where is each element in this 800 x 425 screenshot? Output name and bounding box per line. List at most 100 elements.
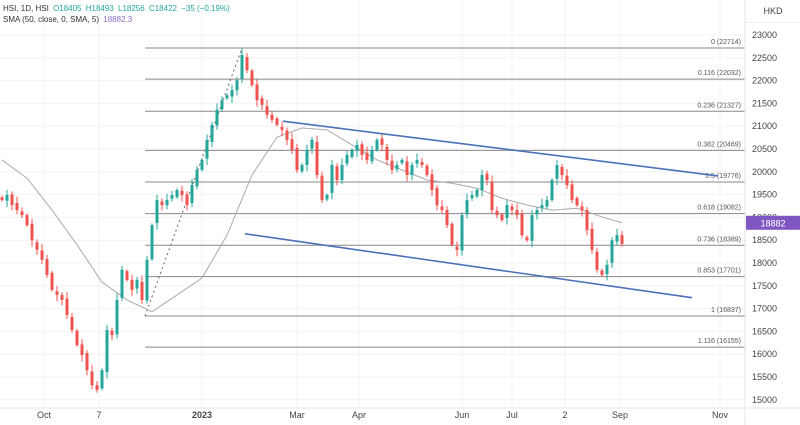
candle-down <box>320 175 324 201</box>
candle-up <box>105 330 109 373</box>
price-tick-label: 15000 <box>752 395 777 405</box>
candle-down <box>365 152 369 160</box>
price-tick-label: 16500 <box>752 326 777 336</box>
candle-up <box>350 149 354 157</box>
candle-down <box>40 250 44 260</box>
symbol-info: HSI, 1D, HSI <box>3 4 49 13</box>
time-tick-label: Oct <box>37 410 52 420</box>
candle-down <box>160 201 164 206</box>
currency-label[interactable]: HKD <box>745 0 800 23</box>
candle-down <box>590 228 594 250</box>
candle-up <box>555 164 559 179</box>
candle-down <box>10 194 14 206</box>
candle-up <box>135 279 139 289</box>
candle-down <box>30 223 34 241</box>
candle-up <box>225 95 229 99</box>
fib-level-label: 0.116 (22032) <box>698 70 741 77</box>
candle-down <box>270 114 274 120</box>
candle-up <box>345 154 349 164</box>
candle-down <box>20 211 24 216</box>
candle-down <box>255 84 259 101</box>
time-axis[interactable]: Oct 7 2023 Mar Apr Jun Jul 2 Sep Nov <box>37 410 729 420</box>
candle-up <box>475 190 479 197</box>
candle-up <box>220 100 224 110</box>
trend-lines <box>244 120 719 299</box>
candle-up <box>155 200 159 224</box>
candle-up <box>530 215 534 241</box>
candle-down <box>50 272 54 290</box>
open-value: O18405 <box>53 4 82 13</box>
candle-up <box>240 55 244 79</box>
candle-up <box>325 195 329 200</box>
candle-up <box>545 200 549 207</box>
candle-up <box>505 205 509 219</box>
candle-down <box>575 198 579 206</box>
candle-down <box>0 197 4 201</box>
candle-down <box>280 126 284 130</box>
high-value: H18493 <box>85 4 114 13</box>
candle-up <box>340 164 344 181</box>
candle-down <box>15 203 19 211</box>
candle-down <box>520 213 524 236</box>
candle-down <box>185 194 189 206</box>
candle-down <box>265 106 269 115</box>
candle-down <box>260 98 264 105</box>
candles <box>0 48 624 393</box>
candle-down <box>55 291 59 295</box>
candle-down <box>315 141 319 175</box>
candle-up <box>465 200 469 215</box>
candle-down <box>620 235 624 244</box>
grid <box>0 0 745 408</box>
candle-up <box>370 149 374 162</box>
time-tick-label: Jul <box>506 410 518 420</box>
candle-down <box>35 242 39 250</box>
candle-down <box>295 147 299 170</box>
candle-down <box>490 182 494 211</box>
candle-down <box>515 210 519 216</box>
candle-down <box>140 281 144 300</box>
candle-down <box>455 246 459 250</box>
candle-down <box>85 353 89 371</box>
price-tag: 18882 <box>746 215 800 230</box>
candle-up <box>470 195 474 199</box>
candle-down <box>600 270 604 275</box>
candle-up <box>215 109 219 126</box>
candle-down <box>580 206 584 211</box>
candle-down <box>500 214 504 221</box>
candle-down <box>45 259 49 275</box>
candle-up <box>235 80 239 91</box>
price-tick-label: 22000 <box>752 76 777 86</box>
sma-line <box>1 127 623 313</box>
sma-legend[interactable]: SMA (50, close, 0, SMA, 5) 18882.3 <box>3 14 230 25</box>
fib-level-label: 0.236 (21327) <box>697 102 741 109</box>
fib-level-label: 0.736 (18389) <box>697 236 741 243</box>
candle-up <box>355 144 359 151</box>
price-tick-label: 17500 <box>752 281 777 291</box>
candle-down <box>65 298 69 315</box>
candle-down <box>180 190 184 196</box>
candle-up <box>170 195 174 199</box>
candle-down <box>585 210 589 231</box>
channel-upper-line <box>282 120 719 177</box>
sma-value: 18882.3 <box>103 15 133 24</box>
last-price-tag <box>746 215 800 230</box>
candle-down <box>595 251 599 270</box>
candle-up <box>540 205 544 209</box>
candle-down <box>130 279 134 290</box>
candle-down <box>430 174 434 191</box>
candle-up <box>230 90 234 97</box>
candle-down <box>450 223 454 245</box>
candle-up <box>395 164 399 170</box>
candle-up <box>175 190 179 198</box>
sma-label: SMA (50, close, 0, SMA, 5) <box>3 15 100 24</box>
candle-down <box>510 206 514 211</box>
close-value: C18422 <box>148 4 177 13</box>
candle-down <box>385 146 389 160</box>
fib-level-label: 1 (16837) <box>711 307 741 314</box>
candle-up <box>165 200 169 206</box>
candle-down <box>285 130 289 140</box>
fib-level-label: 0.618 (19082) <box>697 205 741 212</box>
time-tick-label: Jun <box>455 410 470 420</box>
fib-level-label: 0.382 (20469) <box>697 141 741 148</box>
